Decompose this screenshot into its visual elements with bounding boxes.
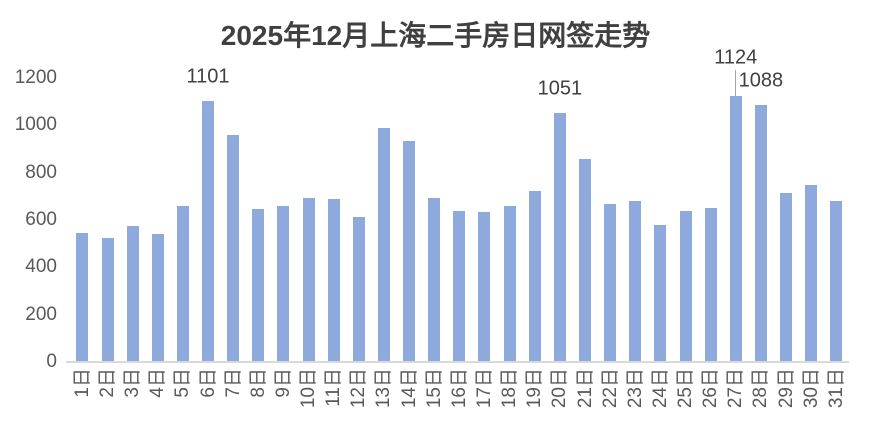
x-tick-label: 3日 <box>122 368 144 398</box>
data-label-leader-line <box>735 69 737 96</box>
x-tick-label: 7日 <box>222 368 244 398</box>
bar-day-27 <box>729 95 742 362</box>
x-tick-label: 15日 <box>423 368 445 409</box>
x-tick-label: 6日 <box>197 368 219 398</box>
bar-day-26 <box>704 207 717 362</box>
bar-day-31 <box>830 200 843 362</box>
x-tick-label: 9日 <box>272 368 294 398</box>
x-tick-label: 23日 <box>624 368 646 409</box>
y-tick-label: 0 <box>46 351 57 372</box>
y-tick-label: 800 <box>25 161 57 183</box>
bar-day-18 <box>503 206 516 362</box>
bar-day-17 <box>478 212 491 362</box>
bar-day-10 <box>302 197 315 362</box>
x-tick-label: 11日 <box>323 368 345 407</box>
bar-day-30 <box>805 184 818 362</box>
bar-day-2 <box>101 237 114 362</box>
bar-day-14 <box>403 140 416 362</box>
y-tick-label: 600 <box>25 209 57 230</box>
x-tick-label: 28日 <box>750 368 772 409</box>
bar-day-21 <box>579 159 591 362</box>
bar-day-16 <box>453 210 466 362</box>
x-tick-label: 30日 <box>800 368 822 409</box>
bar-day-24 <box>654 224 667 362</box>
x-tick-label: 10日 <box>298 368 320 409</box>
bar-day-7 <box>227 135 240 362</box>
bar-day-6 <box>202 101 215 362</box>
bar-day-8 <box>252 209 265 362</box>
bar-day-5 <box>176 205 189 362</box>
x-tick-label: 8日 <box>247 368 269 398</box>
data-label-28日: 1088 <box>738 69 784 91</box>
bar-day-19 <box>528 190 541 362</box>
bar-day-22 <box>604 204 617 362</box>
bar-day-13 <box>377 127 390 362</box>
bar-day-12 <box>352 217 365 362</box>
bar-day-4 <box>151 234 164 362</box>
x-tick-label: 2日 <box>97 368 119 398</box>
x-tick-label: 21日 <box>574 368 596 409</box>
data-label-6日: 1101 <box>186 65 230 88</box>
x-tick-label: 26日 <box>700 368 722 409</box>
x-tick-label: 18日 <box>499 368 521 409</box>
x-tick-label: 25日 <box>675 368 697 409</box>
x-tick-label: 24日 <box>649 368 671 409</box>
x-tick-label: 31日 <box>825 368 847 409</box>
x-tick-label: 12日 <box>348 368 370 409</box>
bar-day-25 <box>679 210 692 362</box>
y-tick-label: 1000 <box>14 114 57 136</box>
x-tick-label: 29日 <box>775 368 797 409</box>
x-tick-label: 22日 <box>599 368 621 409</box>
bar-day-1 <box>76 233 89 362</box>
x-tick-label: 5日 <box>172 368 194 398</box>
bar-day-29 <box>780 192 793 362</box>
bar-day-28 <box>754 104 767 362</box>
x-tick-label: 13日 <box>373 368 395 409</box>
data-label-20日: 1051 <box>537 77 583 100</box>
data-label-27日: 1124 <box>714 46 758 69</box>
bar-day-9 <box>277 205 290 362</box>
x-tick-label: 19日 <box>524 368 546 409</box>
bar-day-11 <box>327 198 340 362</box>
y-tick-label: 1200 <box>14 67 57 88</box>
x-tick-label: 17日 <box>473 368 495 409</box>
x-tick-label: 20日 <box>549 368 571 409</box>
bar-day-15 <box>428 197 441 362</box>
bar-day-20 <box>553 113 566 362</box>
x-tick-label: 4日 <box>147 368 169 398</box>
bar-day-3 <box>126 225 139 362</box>
y-tick-label: 400 <box>25 256 57 278</box>
y-tick-label: 200 <box>25 303 57 325</box>
chart-title: 2025年12月上海二手房日网签走势 <box>220 20 651 51</box>
x-tick-label: 27日 <box>725 368 747 409</box>
x-tick-label: 1日 <box>71 368 93 398</box>
x-axis-line <box>66 361 849 363</box>
x-tick-label: 16日 <box>448 368 470 409</box>
bar-day-23 <box>629 200 642 362</box>
x-tick-label: 14日 <box>398 368 420 409</box>
